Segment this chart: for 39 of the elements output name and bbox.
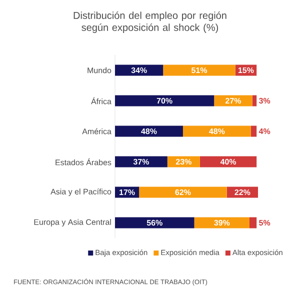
data-label: 40% bbox=[220, 158, 236, 165]
data-label: 48% bbox=[141, 128, 157, 134]
bar bbox=[200, 156, 257, 168]
bar bbox=[115, 156, 168, 168]
bar bbox=[182, 126, 251, 137]
bar bbox=[163, 64, 236, 76]
data-label: 34% bbox=[131, 67, 147, 74]
data-label: 70% bbox=[156, 98, 172, 104]
data-label: 39% bbox=[214, 220, 230, 226]
y-tick-label: Europa y Asia Central bbox=[34, 219, 111, 226]
data-label: 27% bbox=[226, 98, 242, 104]
y-tick-label: Estados Árabes bbox=[56, 158, 112, 166]
bar bbox=[139, 186, 227, 198]
bar bbox=[115, 64, 164, 76]
bar bbox=[250, 217, 257, 228]
bar bbox=[252, 95, 257, 106]
chart-title: Distribución del empleo por región según exposición al shock (%) bbox=[74, 12, 226, 33]
data-label: 48% bbox=[209, 128, 225, 134]
data-label: 22% bbox=[234, 189, 250, 196]
bar bbox=[115, 217, 194, 228]
bar bbox=[115, 95, 214, 106]
bar bbox=[250, 126, 257, 137]
data-label: 51% bbox=[191, 67, 208, 74]
y-tick-label: Asia y el Pacífico bbox=[50, 188, 112, 196]
data-label: 15% bbox=[238, 67, 254, 74]
bar bbox=[214, 95, 252, 106]
bar bbox=[115, 126, 183, 137]
y-tick-label: Mundo bbox=[88, 67, 112, 74]
bar bbox=[194, 217, 250, 228]
y-tick-label: África bbox=[91, 97, 112, 104]
data-label: 37% bbox=[133, 158, 149, 165]
data-label: 62% bbox=[175, 189, 191, 196]
data-label: 4% bbox=[258, 128, 270, 134]
data-label: 56% bbox=[146, 220, 162, 226]
y-tick-label: América bbox=[82, 128, 112, 134]
data-label: 5% bbox=[259, 220, 270, 226]
data-label: 17% bbox=[120, 189, 135, 196]
data-label: 23% bbox=[176, 158, 192, 165]
data-label: 3% bbox=[258, 98, 270, 104]
